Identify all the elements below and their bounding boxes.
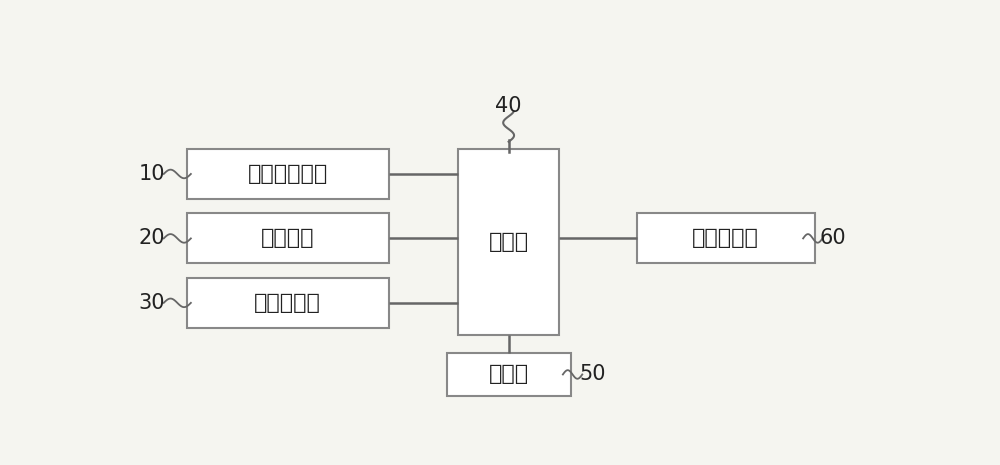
- Text: 控制部: 控制部: [489, 232, 529, 252]
- Text: 车速测定部: 车速测定部: [254, 293, 321, 313]
- Text: 30: 30: [139, 293, 165, 313]
- Text: 警报发生部: 警报发生部: [692, 228, 759, 248]
- Bar: [458, 149, 559, 335]
- Text: 刹车系统: 刹车系统: [261, 228, 314, 248]
- Text: 20: 20: [139, 228, 165, 248]
- Text: 10: 10: [139, 164, 165, 184]
- Text: 50: 50: [579, 365, 606, 385]
- Text: 40: 40: [495, 96, 522, 116]
- Bar: [187, 149, 388, 199]
- Text: 60: 60: [819, 228, 846, 248]
- Bar: [187, 278, 388, 328]
- Text: 储存部: 储存部: [489, 365, 529, 385]
- Bar: [637, 213, 815, 264]
- Bar: [447, 353, 571, 396]
- Bar: [187, 213, 388, 264]
- Text: 制动安全系统: 制动安全系统: [248, 164, 328, 184]
